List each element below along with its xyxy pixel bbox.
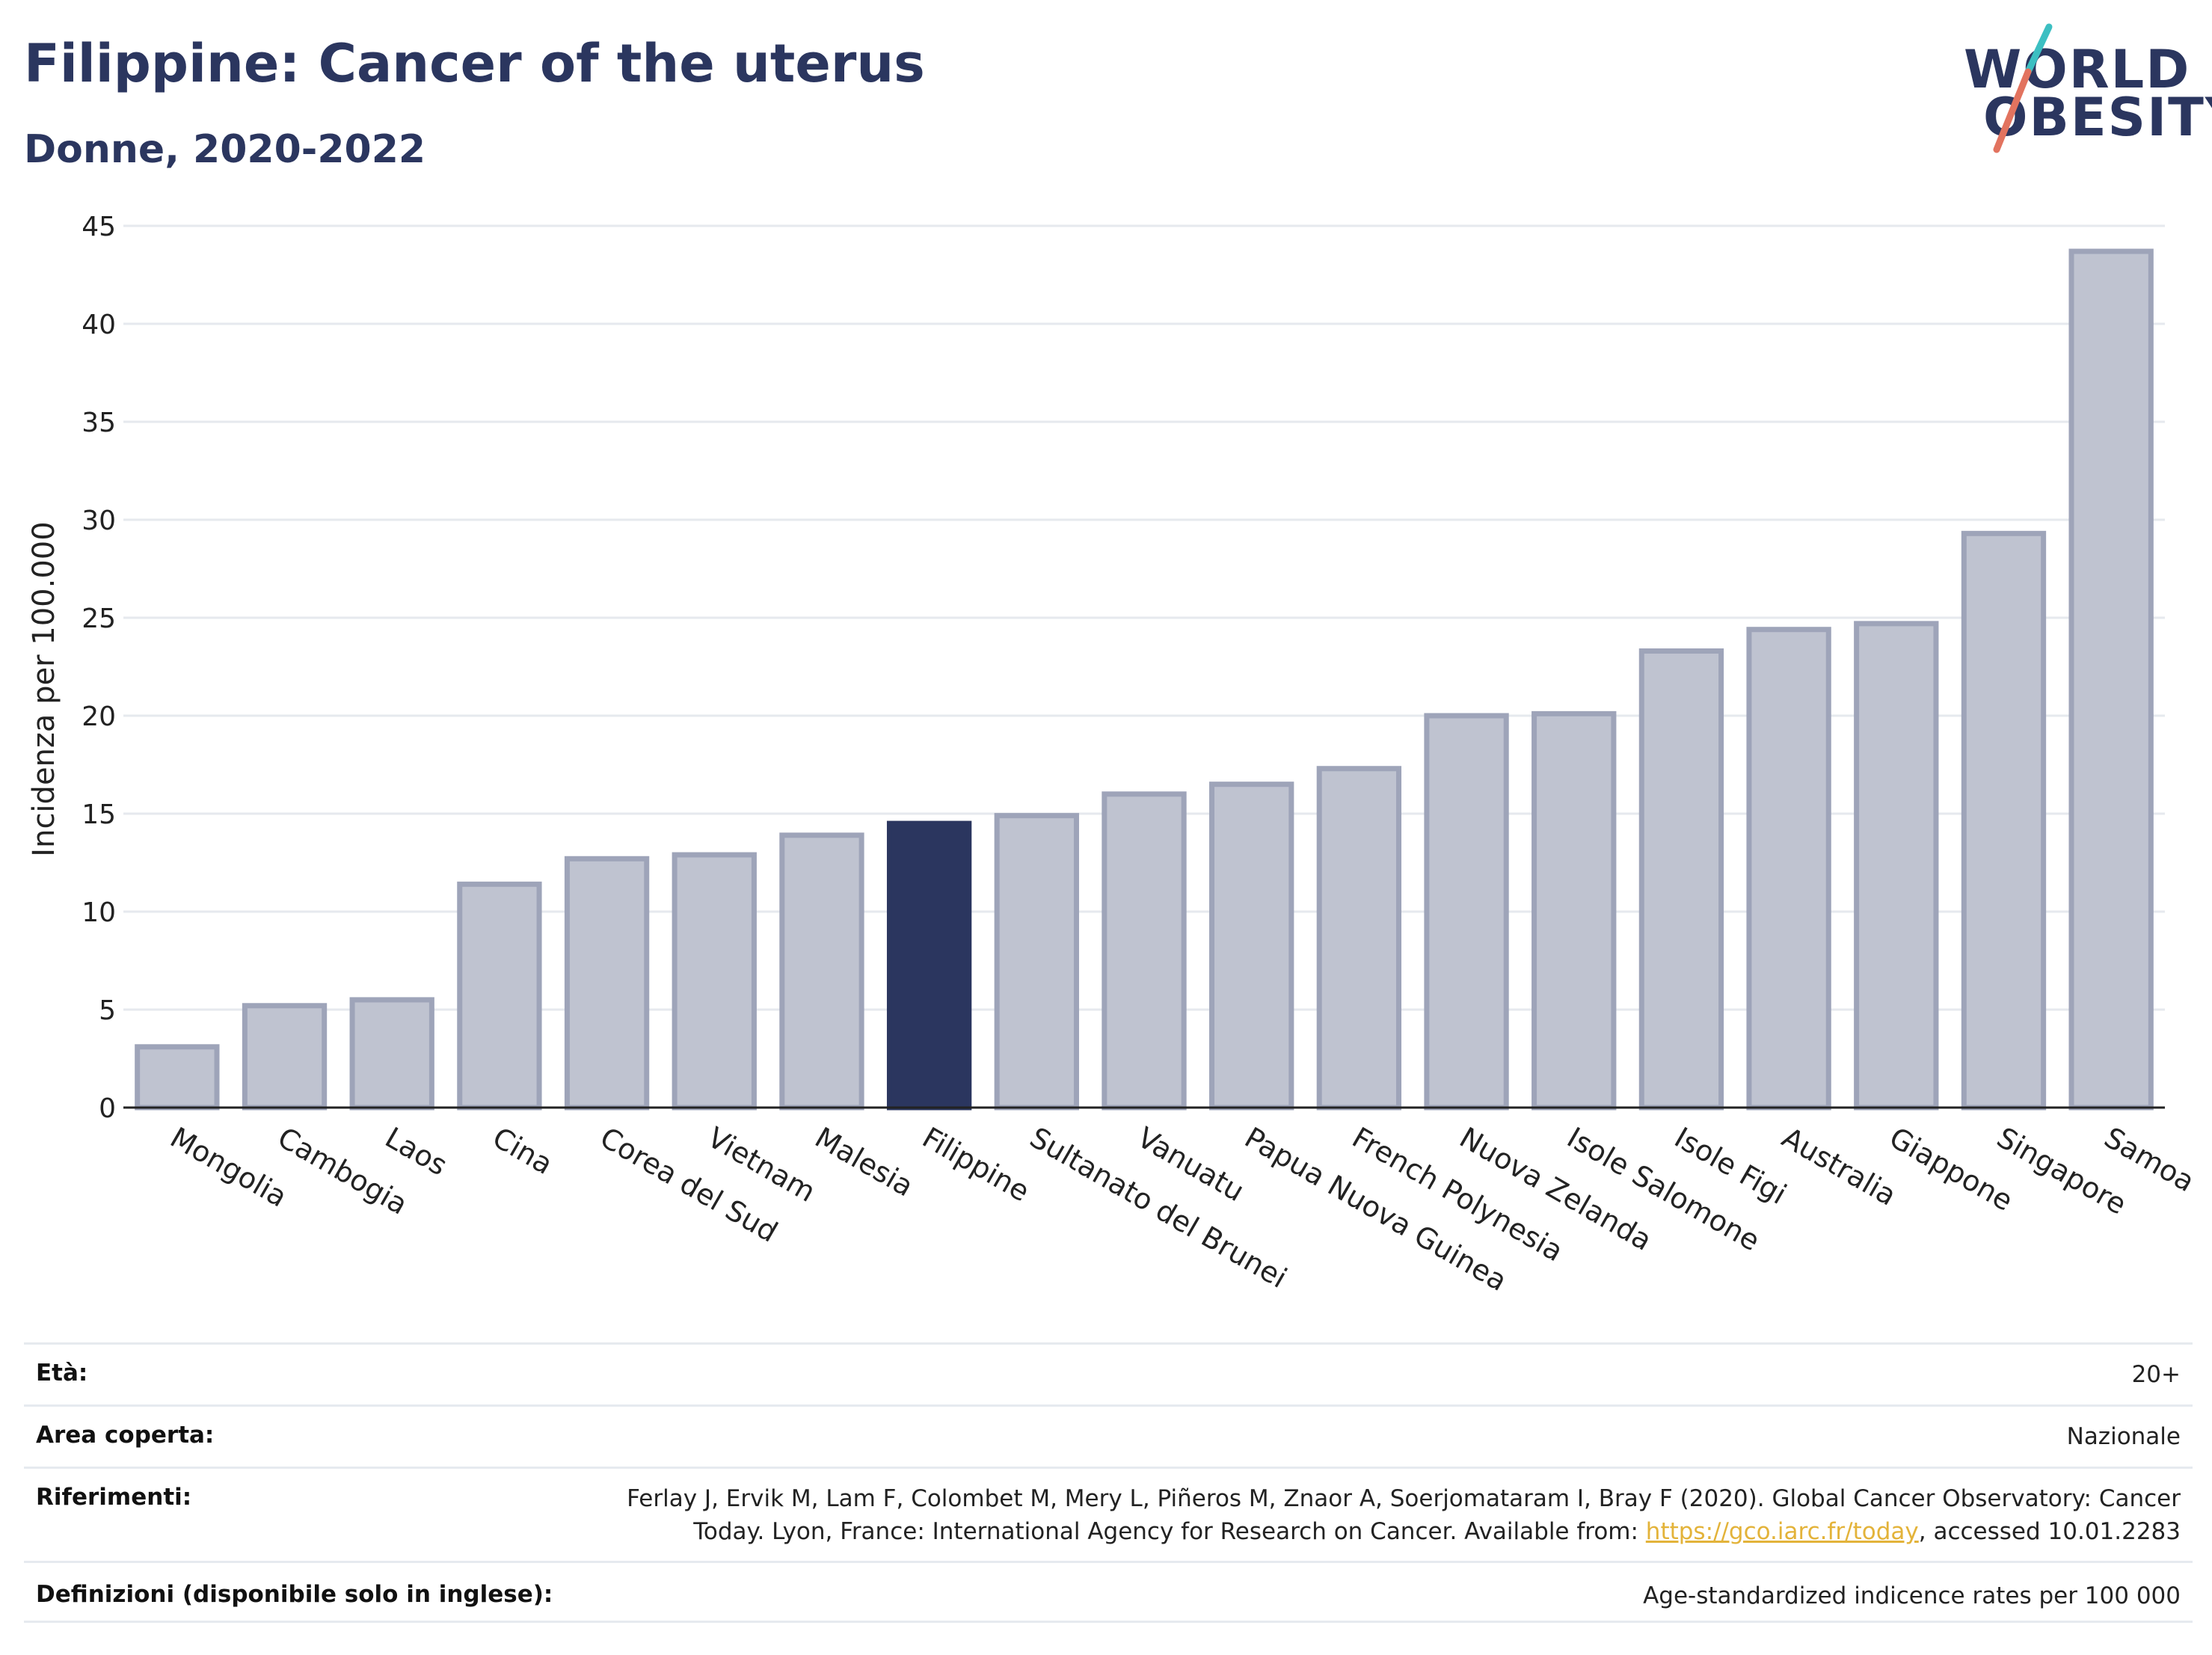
- meta-row-age: Età: 20+: [24, 1342, 2193, 1404]
- meta-value: 20+: [2131, 1361, 2181, 1388]
- x-tick-label: Laos: [380, 1121, 453, 1182]
- reference-accessed: , accessed 10.01.2283: [1918, 1518, 2181, 1545]
- bar-vanuatu: [1102, 791, 1187, 1111]
- bar-sultanato-del-brunei: [994, 813, 1079, 1111]
- bar-french-polynesia: [1316, 766, 1402, 1111]
- y-tick-label: 0: [99, 1093, 116, 1124]
- logo-word-world: WORLD: [1964, 39, 2191, 100]
- meta-row-area: Area coperta: Nazionale: [24, 1404, 2193, 1467]
- logo-slash-icon: [1993, 23, 2053, 153]
- meta-row-definitions: Definizioni (disponibile solo in inglese…: [24, 1561, 2193, 1623]
- meta-key: Area coperta:: [36, 1422, 215, 1449]
- bar-giappone: [1854, 621, 1939, 1111]
- y-tick-label: 5: [99, 995, 116, 1026]
- world-obesity-logo: WORLD OBESITY: [1944, 22, 2212, 157]
- y-tick-label: 25: [82, 604, 116, 634]
- bar-australia: [1746, 627, 1831, 1111]
- x-tick-label: Corea del Sud: [595, 1121, 783, 1249]
- bar-corea-del-sud: [564, 856, 650, 1111]
- metadata-table: Età: 20+ Area coperta: Nazionale Riferim…: [24, 1342, 2193, 1623]
- bar-malesia: [779, 832, 864, 1111]
- bar-isole-figi: [1638, 648, 1724, 1111]
- x-tick-label: Australia: [1777, 1121, 1902, 1212]
- bar-mongolia: [135, 1044, 220, 1111]
- y-tick-label: 40: [82, 310, 116, 340]
- x-tick-label: Giappone: [1884, 1121, 2018, 1218]
- bars: [135, 248, 2154, 1111]
- meta-row-references: Riferimenti: Ferlay J, Ervik M, Lam F, C…: [24, 1467, 2193, 1561]
- x-tick-label: Malesia: [809, 1121, 918, 1203]
- bar-filippine: [886, 820, 972, 1111]
- bar-laos: [349, 997, 434, 1111]
- reference-link[interactable]: https://gco.iarc.fr/today: [1645, 1518, 1919, 1545]
- reference-text: Today. Lyon, France: International Agenc…: [693, 1518, 1646, 1545]
- chart-subtitle: Donne, 2020-2022: [24, 127, 426, 172]
- meta-value: Ferlay J, Ervik M, Lam F, Colombet M, Me…: [627, 1482, 2181, 1548]
- reference-line-1: Ferlay J, Ervik M, Lam F, Colombet M, Me…: [627, 1485, 2181, 1512]
- x-tick-label: Filippine: [917, 1121, 1035, 1209]
- y-tick-label: 20: [82, 701, 116, 732]
- y-axis-ticks: 0 5 10 15 20 25 30 35 40 45: [82, 212, 116, 1124]
- meta-key: Definizioni (disponibile solo in inglese…: [36, 1581, 553, 1608]
- bar-cambogia: [242, 1003, 328, 1111]
- bar-cina: [457, 881, 542, 1111]
- chart-title: Filippine: Cancer of the uterus: [24, 33, 925, 94]
- bar-singapore: [1961, 530, 2047, 1111]
- bar-samoa: [2068, 248, 2154, 1111]
- y-tick-label: 15: [82, 799, 116, 830]
- meta-value: Nazionale: [2066, 1423, 2181, 1450]
- y-axis-label: Incidenza per 100.000: [27, 521, 61, 856]
- meta-key: Età:: [36, 1360, 88, 1387]
- bar-nuova-zelanda: [1424, 713, 1509, 1111]
- reference-line-2: Today. Lyon, France: International Agenc…: [627, 1515, 2181, 1548]
- x-tick-label: Cina: [487, 1121, 558, 1181]
- y-tick-label: 10: [82, 897, 116, 928]
- bar-papua-nuova-guinea: [1209, 782, 1294, 1111]
- meta-key: Riferimenti:: [36, 1484, 192, 1511]
- x-tick-label: Isole Salomone: [1561, 1121, 1765, 1258]
- x-tick-label: Mongolia: [165, 1121, 292, 1214]
- bar-vietnam: [672, 852, 757, 1111]
- y-tick-label: 45: [82, 212, 116, 242]
- y-tick-label: 30: [82, 506, 116, 536]
- meta-value: Age-standardized indicence rates per 100…: [1643, 1582, 2181, 1609]
- y-tick-label: 35: [82, 408, 116, 438]
- bar-isole-salomone: [1531, 710, 1617, 1111]
